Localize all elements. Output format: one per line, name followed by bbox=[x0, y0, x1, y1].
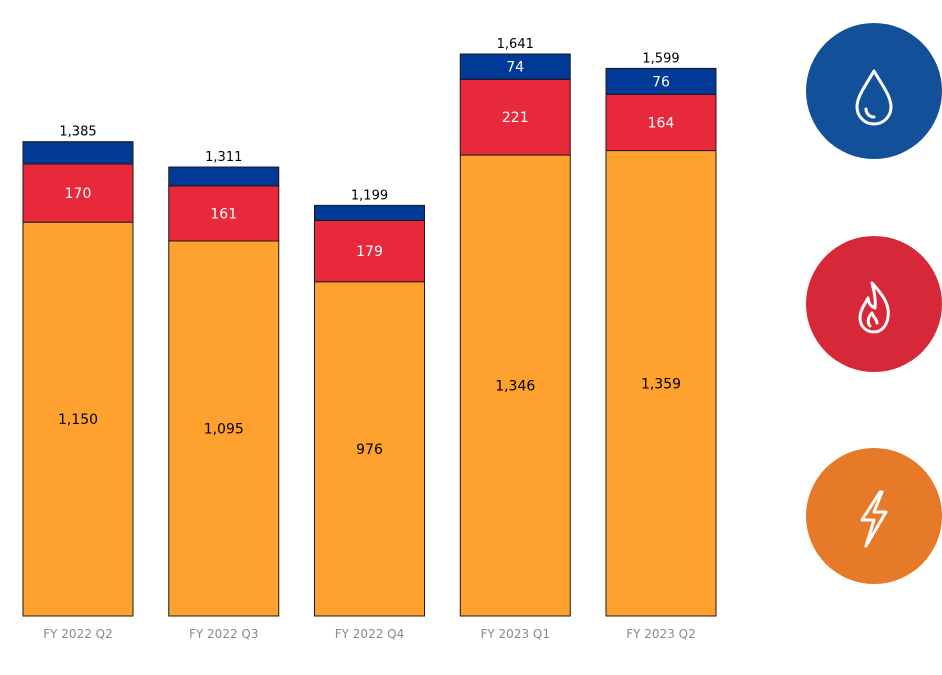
value-label-gas: 221 bbox=[502, 110, 529, 126]
value-label-electricity: 1,095 bbox=[204, 421, 244, 437]
value-labels: 1,150 170 1,385 1,095 161 1,311 976 179 1,199 1,3… bbox=[58, 37, 681, 458]
value-label-electricity: 976 bbox=[356, 442, 383, 458]
x-tick-label: FY 2022 Q2 bbox=[43, 627, 112, 641]
bar-segment-water bbox=[459, 53, 571, 80]
water-legend-icon bbox=[806, 23, 942, 159]
x-tick-label: FY 2023 Q1 bbox=[481, 627, 550, 641]
lightning-bolt-icon bbox=[860, 490, 888, 548]
value-label-gas: 179 bbox=[356, 244, 383, 260]
bar-segment-electricity bbox=[459, 154, 571, 617]
bars bbox=[22, 53, 717, 617]
x-tick-label: FY 2023 Q2 bbox=[626, 627, 695, 641]
flame-icon bbox=[858, 281, 890, 334]
value-label-electricity: 1,150 bbox=[58, 412, 98, 428]
bar-segment-water bbox=[22, 141, 134, 165]
bar-segment-electricity bbox=[605, 150, 717, 617]
total-label: 1,199 bbox=[351, 188, 388, 203]
total-label: 1,311 bbox=[205, 150, 242, 165]
bar-segment-water bbox=[168, 166, 280, 187]
bar-segment-gas bbox=[22, 163, 134, 223]
x-tick-label: FY 2022 Q3 bbox=[189, 627, 258, 641]
bar-segment-water bbox=[605, 67, 717, 95]
bar-group bbox=[459, 53, 571, 617]
bar-segment-gas bbox=[605, 93, 717, 152]
value-label-gas: 164 bbox=[648, 115, 675, 131]
bar-group bbox=[314, 204, 425, 617]
water-drop-icon bbox=[855, 69, 893, 126]
x-tick-label: FY 2022 Q4 bbox=[335, 627, 404, 641]
value-label-water: 76 bbox=[652, 74, 670, 90]
bar-segment-electricity bbox=[22, 221, 134, 617]
electricity-legend-icon bbox=[806, 448, 942, 584]
total-label: 1,641 bbox=[497, 37, 534, 52]
bar-segment-gas bbox=[459, 78, 571, 156]
bar-group bbox=[168, 166, 280, 617]
value-label-gas: 161 bbox=[210, 206, 237, 222]
x-axis-tick-labels: FY 2022 Q2 FY 2022 Q3 FY 2022 Q4 FY 2023 Q1… bbox=[43, 627, 695, 641]
gas-legend-icon bbox=[806, 236, 942, 372]
bar-group bbox=[605, 67, 717, 617]
total-label: 1,599 bbox=[642, 51, 679, 66]
value-label-gas: 170 bbox=[65, 186, 92, 202]
bar-segment-water bbox=[314, 204, 425, 221]
value-label-electricity: 1,359 bbox=[641, 376, 681, 392]
value-label-electricity: 1,346 bbox=[495, 379, 535, 395]
bar-segment-gas bbox=[168, 185, 280, 242]
total-label: 1,385 bbox=[59, 125, 96, 140]
bar-segment-electricity bbox=[314, 281, 425, 617]
stacked-bar-chart: 1,150 170 1,385 1,095 161 1,311 976 179 1,199 1,3… bbox=[22, 37, 717, 641]
bar-segment-gas bbox=[314, 219, 425, 283]
bar-group bbox=[22, 141, 134, 617]
value-label-water: 74 bbox=[506, 60, 524, 76]
